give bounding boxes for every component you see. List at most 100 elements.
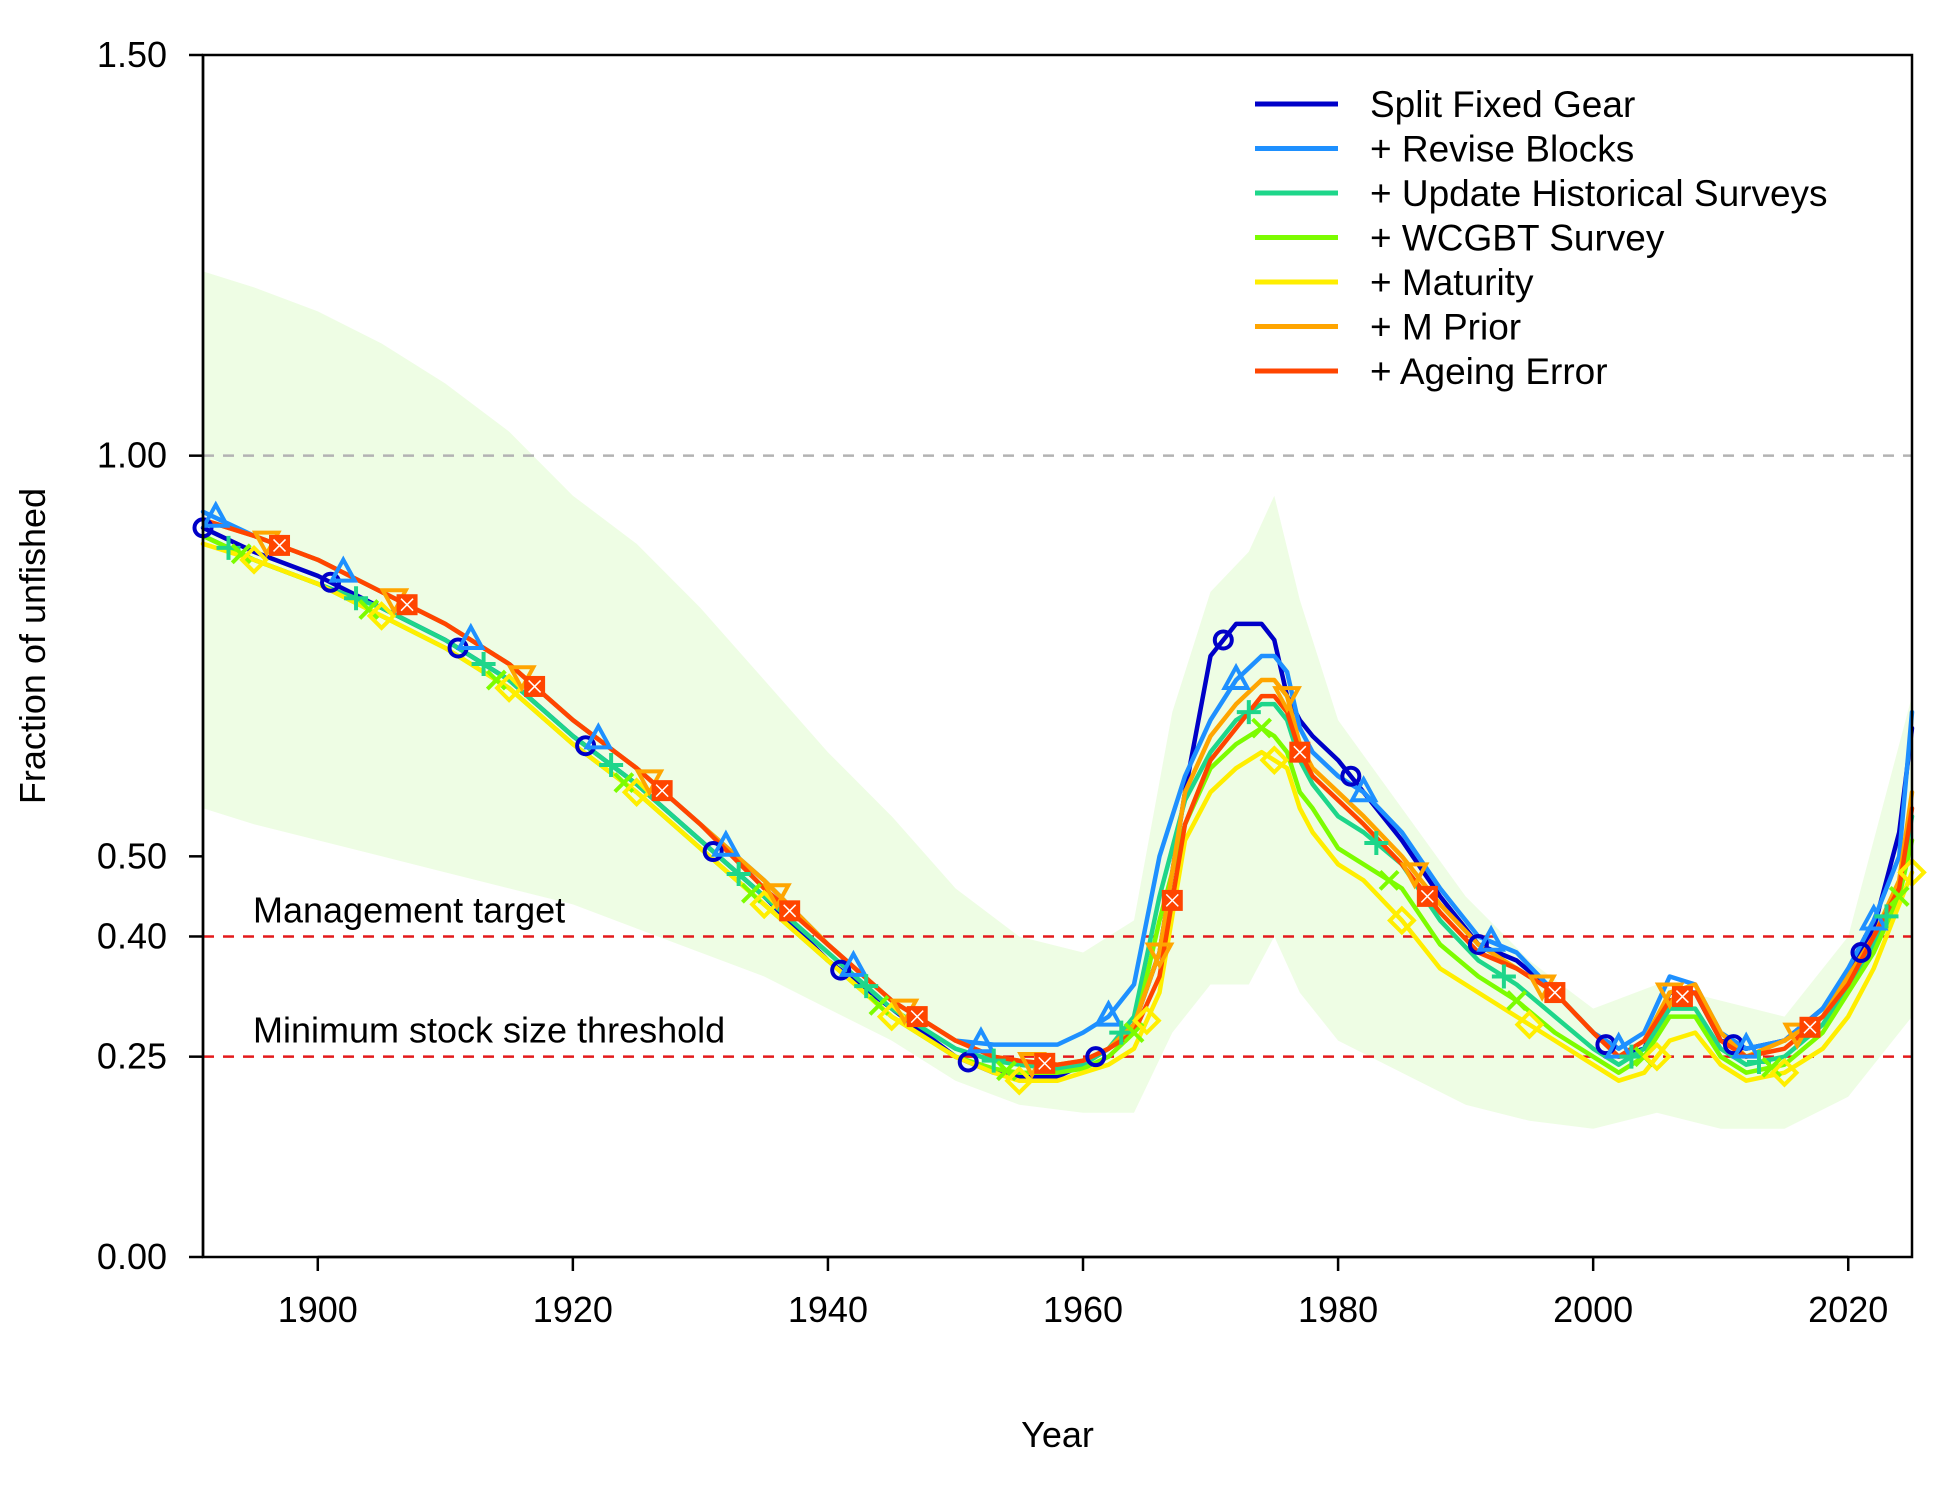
series-1-marker-0 (200, 500, 231, 528)
series-6-marker-7-cross (1165, 893, 1179, 907)
legend-label-5: + M Prior (1370, 307, 1521, 348)
series-1-marker-4 (711, 829, 741, 857)
series-4-marker-0 (239, 545, 269, 575)
y-tick-label-3: 0.50 (97, 835, 167, 876)
series-6-marker-0-cross (272, 538, 287, 552)
series-2-marker-5 (854, 974, 879, 999)
series-3-marker-8 (1251, 717, 1272, 739)
series-1-marker-11 (1603, 1031, 1634, 1059)
series-4-marker-2 (494, 673, 524, 703)
confidence-band-area (203, 271, 1912, 1129)
series-2-marker-4 (726, 861, 751, 886)
y-tick-label-0: 0.00 (97, 1236, 167, 1277)
series-6-marker-8-cross (1293, 745, 1307, 759)
x-tick-label-6: 2020 (1808, 1289, 1888, 1330)
series-4-marker-8 (1259, 745, 1290, 776)
series-2-marker-1 (344, 586, 369, 611)
series-4-marker-9 (1387, 905, 1417, 936)
series-0-marker-13 (1850, 941, 1872, 963)
reference-lines: Management target Minimum stock size thre… (203, 454, 1912, 1058)
series-2-marker-13 (1874, 904, 1899, 929)
series-0-marker-4 (702, 841, 724, 863)
series-3-marker-13 (1888, 885, 1910, 907)
series-5-marker-7 (1144, 942, 1175, 970)
series-5-marker-8 (1272, 686, 1302, 714)
y-tick-label-5: 1.50 (97, 34, 167, 75)
series-4-marker-11 (1642, 1041, 1672, 1072)
x-tick-label-2: 1940 (788, 1289, 868, 1330)
series-0-marker-10 (1467, 933, 1489, 955)
series-1-marker-3 (583, 722, 614, 750)
series-2-marker-9 (1364, 830, 1389, 855)
series-6-marker-11-cross (1675, 990, 1689, 1004)
series-6-marker-9-cross (1420, 889, 1434, 903)
series-3-marker-0 (230, 543, 252, 565)
x-tick-label-1: 1920 (533, 1289, 613, 1330)
series-4-marker-3 (621, 777, 652, 808)
axes: 1900 1920 1940 1960 1980 2000 2020 0.00 0.25 0.40… (97, 34, 1888, 1330)
legend-label-1: + Revise Blocks (1370, 129, 1634, 170)
series-4-marker-7 (1131, 1005, 1162, 1036)
series-4-marker-12 (1769, 1057, 1800, 1088)
series-2-marker-11 (1619, 1044, 1644, 1069)
series-1-marker-8 (1221, 662, 1251, 691)
series-1-marker-12 (1731, 1031, 1762, 1059)
series-2-marker-6 (981, 1048, 1006, 1073)
y-tick-label-2: 0.40 (97, 915, 167, 956)
reference-line-label-2: Minimum stock size threshold (253, 1010, 725, 1051)
y-tick-label-4: 1.00 (97, 435, 167, 476)
series-2-marker-10 (1491, 964, 1516, 989)
series-3-marker-2 (485, 669, 507, 691)
series-4-marker-10 (1514, 1009, 1545, 1040)
series-6-marker-5-cross (910, 1010, 924, 1024)
series-3-marker-12 (1761, 1056, 1783, 1078)
series-1-marker-7 (1093, 999, 1124, 1027)
series-1-marker-9 (1348, 775, 1379, 803)
series-3-marker-1 (358, 599, 380, 620)
series-3-marker-10 (1506, 990, 1528, 1011)
series-line-6 (200, 517, 1915, 1067)
series-2-marker-2 (471, 652, 496, 677)
x-tick-label-5: 2000 (1553, 1289, 1633, 1330)
legend-label-2: + Update Historical Surveys (1370, 173, 1828, 214)
y-axis-title: Fraction of unfished (12, 488, 53, 804)
series-6-marker-4-cross (783, 904, 797, 918)
legend-label-3: + WCGBT Survey (1370, 218, 1665, 259)
series-1-marker-5 (838, 949, 869, 977)
series-4-marker-6 (1004, 1065, 1035, 1096)
series-line-2 (200, 533, 1915, 1071)
legend: Split Fixed Gear+ Revise Blocks+ Update … (1255, 84, 1828, 392)
series-1-marker-1 (328, 555, 359, 583)
series-6-marker-2-cross (528, 679, 542, 693)
series-5-marker-4 (762, 883, 792, 911)
series-3-marker-9 (1378, 869, 1400, 891)
series-0-marker-5 (830, 959, 852, 981)
series-2-marker-8 (1236, 700, 1261, 725)
series-6-marker-10-cross (1548, 986, 1562, 1000)
series-0-marker-6 (957, 1051, 979, 1073)
x-tick-label-4: 1980 (1298, 1289, 1378, 1330)
legend-label-4: + Maturity (1370, 262, 1534, 303)
series-6-marker-12-cross (1803, 1020, 1817, 1034)
series-2-marker-3 (599, 752, 624, 777)
x-tick-label-0: 1900 (278, 1289, 358, 1330)
series-1-marker-10 (1476, 924, 1507, 952)
series-0-marker-9 (1340, 765, 1362, 787)
series-1-marker-2 (455, 622, 486, 650)
series-markers (192, 500, 1927, 1096)
x-axis-title: Year (1021, 1414, 1094, 1455)
confidence-band (203, 271, 1912, 1129)
series-6-marker-6-cross (1038, 1056, 1052, 1070)
series-6-marker-3-cross (655, 784, 669, 798)
y-tick-label-1: 0.25 (97, 1036, 167, 1077)
reference-line-label-1: Management target (253, 889, 565, 930)
x-tick-label-3: 1960 (1043, 1289, 1123, 1330)
series-5-marker-9 (1399, 862, 1430, 890)
series-2-marker-7 (1109, 1020, 1134, 1045)
series-1-marker-6 (966, 1026, 996, 1054)
legend-label-0: Split Fixed Gear (1370, 84, 1635, 125)
series-0-marker-8 (1212, 629, 1234, 651)
series-4-marker-1 (366, 601, 397, 631)
legend-label-6: + Ageing Error (1370, 351, 1608, 392)
